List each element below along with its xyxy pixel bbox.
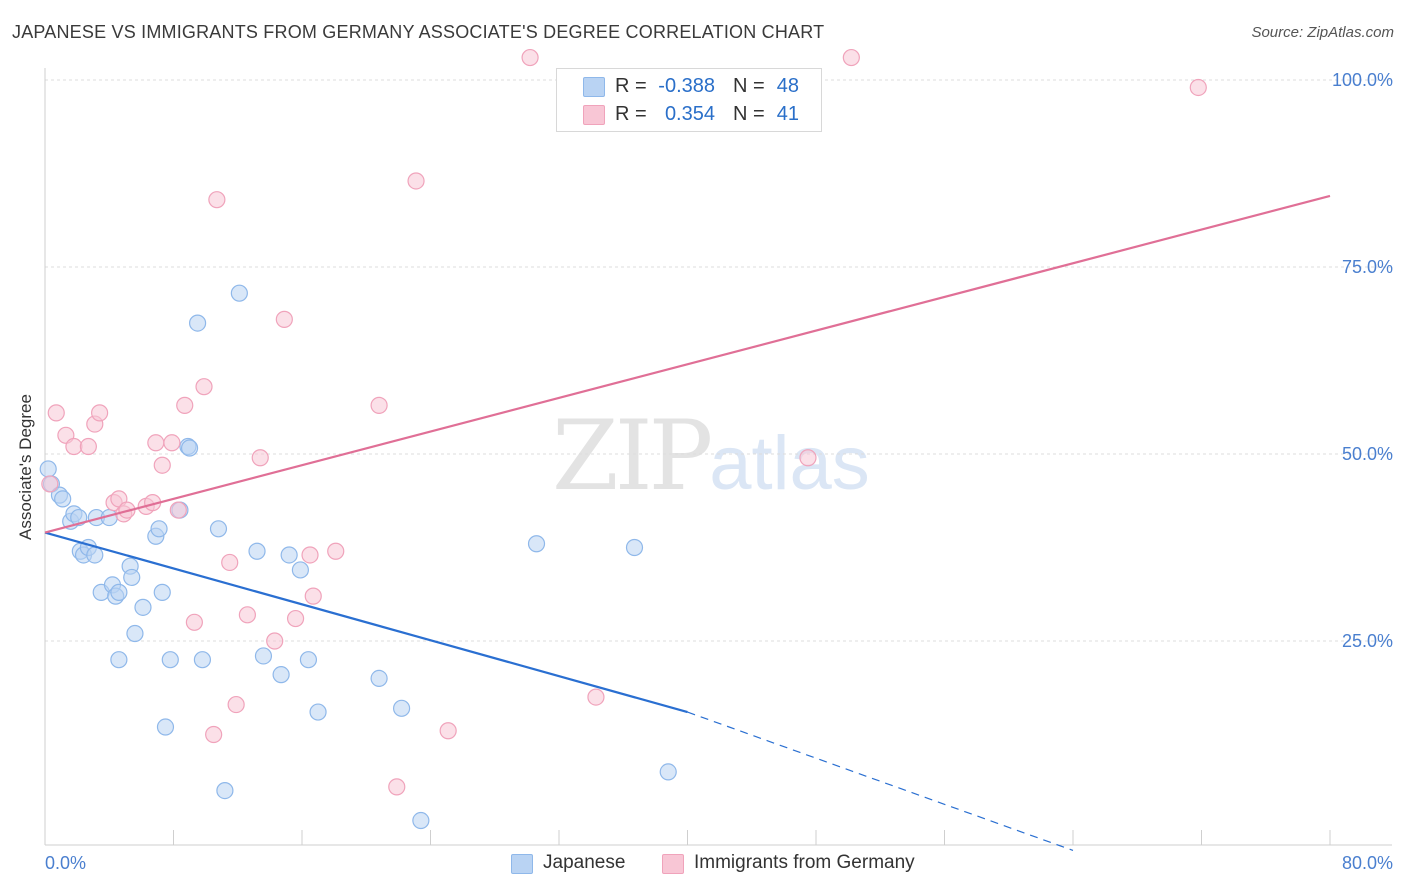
- point-germany: [521, 48, 539, 67]
- chart-source: Source: ZipAtlas.com: [1251, 24, 1394, 41]
- point-japanese: [110, 651, 128, 669]
- y-tick-label: 100.0%: [1332, 70, 1393, 90]
- point-germany: [251, 449, 269, 467]
- point-germany: [79, 437, 97, 456]
- point-germany: [327, 542, 345, 560]
- point-japanese: [156, 718, 175, 736]
- point-germany: [147, 434, 165, 452]
- watermark-atlas: atlas: [709, 421, 870, 506]
- legend-swatch-germany: [662, 854, 684, 874]
- trend-line-germany: [44, 194, 1331, 534]
- point-germany: [275, 310, 293, 328]
- point-japanese: [248, 542, 266, 560]
- point-japanese: [254, 647, 273, 665]
- series-legend: Japanese Immigrants from Germany: [0, 850, 1406, 880]
- point-germany: [238, 606, 256, 624]
- point-japanese: [280, 546, 298, 564]
- point-germany: [221, 553, 239, 572]
- point-germany: [286, 609, 305, 628]
- point-germany: [205, 725, 223, 744]
- point-germany: [370, 396, 388, 414]
- point-japanese: [370, 669, 388, 688]
- point-germany: [439, 722, 457, 740]
- point-japanese: [193, 651, 212, 669]
- point-germany: [47, 404, 65, 422]
- point-germany: [304, 587, 322, 605]
- point-japanese: [291, 561, 309, 579]
- point-japanese: [659, 763, 677, 781]
- point-germany: [301, 546, 319, 564]
- y-tick-label: 75.0%: [1342, 257, 1393, 277]
- point-germany: [65, 437, 83, 456]
- point-germany: [227, 695, 245, 714]
- point-japanese: [625, 538, 644, 557]
- point-germany: [1189, 78, 1207, 97]
- point-japanese: [209, 520, 228, 538]
- point-germany: [407, 172, 425, 190]
- trend-line-japanese: [44, 531, 688, 714]
- point-japanese: [150, 520, 168, 538]
- point-germany: [388, 778, 406, 796]
- x-tick-label: 80.0%: [1342, 853, 1393, 873]
- n-value: 41: [776, 103, 799, 125]
- point-japanese: [180, 439, 199, 457]
- y-tick-label: 50.0%: [1342, 444, 1393, 464]
- y-axis-label: Associate's Degree: [16, 394, 35, 540]
- point-germany: [163, 434, 181, 452]
- n-value: 48: [776, 75, 799, 97]
- point-germany: [799, 449, 817, 467]
- point-japanese: [527, 535, 546, 553]
- stats-row-germany: R = 0.354 N = 41: [557, 101, 821, 129]
- point-japanese: [110, 583, 128, 601]
- point-japanese: [153, 583, 171, 601]
- point-japanese: [54, 490, 72, 508]
- r-value: 0.354: [664, 103, 715, 125]
- point-japanese: [134, 598, 152, 616]
- point-japanese: [299, 651, 318, 669]
- x-tick-label: 0.0%: [45, 853, 86, 873]
- legend-label-germany: Immigrants from Germany: [694, 852, 915, 873]
- point-germany: [195, 378, 213, 396]
- r-label: R =: [615, 103, 647, 125]
- point-germany: [587, 688, 605, 706]
- point-germany: [153, 456, 171, 474]
- y-axis-label-wrap: Associate's Degree: [16, 394, 36, 560]
- point-germany: [169, 501, 187, 519]
- point-japanese: [126, 624, 144, 643]
- point-germany: [91, 404, 109, 422]
- point-japanese: [86, 546, 104, 564]
- point-japanese: [412, 811, 430, 830]
- r-value: -0.388: [658, 75, 715, 97]
- japanese-swatch: [583, 77, 605, 97]
- point-japanese: [123, 568, 141, 587]
- point-germany: [266, 632, 284, 650]
- point-germany: [842, 48, 860, 67]
- point-japanese: [230, 284, 248, 302]
- germany-swatch: [583, 105, 605, 125]
- chart-title: JAPANESE VS IMMIGRANTS FROM GERMANY ASSO…: [12, 22, 825, 42]
- legend-swatch-japanese: [511, 854, 533, 874]
- point-japanese: [272, 666, 290, 684]
- point-japanese: [161, 651, 179, 669]
- trend-line-japanese-extension: [687, 711, 1074, 852]
- r-label: R =: [615, 75, 647, 97]
- point-japanese: [216, 781, 234, 800]
- n-label: N =: [733, 75, 765, 97]
- point-japanese: [188, 314, 207, 332]
- watermark-zip: ZIP: [552, 400, 713, 512]
- stats-row-japanese: R = -0.388 N = 48: [557, 73, 821, 101]
- point-germany: [176, 396, 194, 414]
- point-germany: [41, 475, 59, 493]
- point-japanese: [309, 703, 327, 721]
- n-label: N =: [733, 103, 765, 125]
- point-japanese: [39, 460, 57, 478]
- y-tick-label: 25.0%: [1342, 631, 1393, 651]
- watermark: ZIPatlas: [552, 400, 870, 512]
- point-japanese: [392, 699, 411, 717]
- stats-legend: R = -0.388 N = 48 R = 0.354 N = 41: [556, 68, 822, 132]
- point-germany: [208, 191, 226, 209]
- point-germany: [185, 613, 203, 631]
- legend-label-japanese: Japanese: [543, 852, 626, 873]
